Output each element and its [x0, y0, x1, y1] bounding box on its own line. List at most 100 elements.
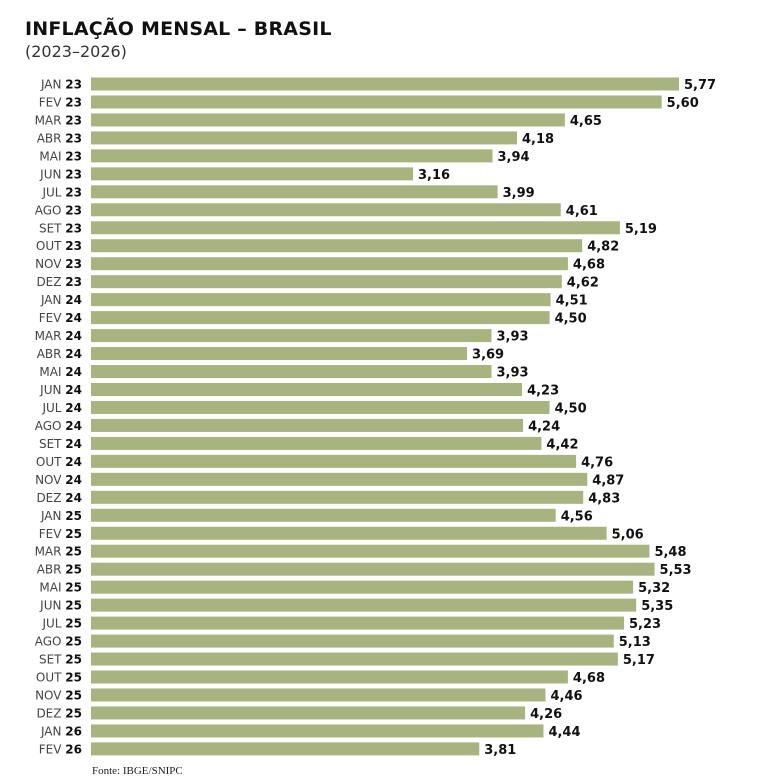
category-month: JUN [39, 383, 65, 397]
category-year: 23 [65, 167, 82, 181]
bar-row: FEV 24 4,50 [39, 311, 587, 327]
category-label: JAN 23 [40, 78, 82, 92]
value-label: 4,56 [561, 509, 593, 524]
category-year: 25 [65, 599, 82, 613]
bar-row: NOV 23 4,68 [35, 257, 605, 273]
value-label: 5,32 [638, 581, 670, 596]
bar [91, 670, 568, 684]
category-label: NOV 24 [35, 473, 82, 487]
bar-row: ABR 25 5,53 [37, 562, 692, 578]
category-month: JAN [40, 724, 65, 738]
category-label: NOV 25 [35, 688, 82, 702]
category-label: ABR 23 [37, 131, 82, 145]
category-month: DEZ [36, 706, 65, 720]
bar-row: JAN 26 4,44 [40, 724, 581, 740]
category-month: NOV [35, 257, 65, 271]
bar [91, 293, 551, 307]
bar [91, 454, 577, 468]
category-year: 23 [65, 113, 82, 127]
bar [91, 365, 492, 379]
bar [91, 347, 468, 361]
category-label: MAR 23 [35, 113, 82, 127]
category-label: JAN 25 [40, 509, 82, 523]
category-label: OUT 24 [36, 455, 82, 469]
value-label: 4,61 [566, 204, 598, 219]
bar [91, 185, 498, 199]
category-year: 24 [65, 383, 82, 397]
value-label: 4,42 [546, 437, 578, 452]
category-month: JUL [41, 617, 65, 631]
category-year: 24 [65, 401, 82, 415]
category-month: ABR [37, 131, 66, 145]
bar [91, 508, 556, 522]
category-year: 24 [65, 293, 82, 307]
category-year: 24 [65, 347, 82, 361]
bar [91, 203, 561, 217]
category-label: AGO 24 [35, 419, 82, 433]
value-label: 4,51 [556, 294, 588, 309]
value-label: 4,83 [588, 491, 620, 506]
bar [91, 113, 565, 127]
category-label: FEV 24 [39, 311, 82, 325]
value-label: 4,65 [570, 114, 602, 129]
bar-row: JAN 25 4,56 [40, 508, 593, 524]
category-label: ABR 24 [37, 347, 82, 361]
bar-row: MAR 23 4,65 [35, 113, 602, 129]
category-month: JUL [41, 185, 65, 199]
category-year: 23 [65, 185, 82, 199]
bar [91, 634, 614, 648]
value-label: 4,50 [555, 401, 587, 416]
category-month: DEZ [36, 275, 65, 289]
bar-row: AGO 25 5,13 [35, 634, 651, 650]
category-year: 24 [65, 419, 82, 433]
category-month: OUT [36, 455, 65, 469]
category-year: 26 [65, 742, 82, 756]
category-year: 23 [65, 221, 82, 235]
value-label: 3,93 [496, 330, 528, 345]
category-year: 25 [65, 545, 82, 559]
category-year: 25 [65, 617, 82, 631]
category-label: JUN 24 [39, 383, 82, 397]
bar [91, 742, 480, 756]
bar-row: MAI 24 3,93 [39, 365, 529, 381]
category-label: NOV 23 [35, 257, 82, 271]
bar [91, 77, 679, 91]
category-label: MAR 24 [35, 329, 82, 343]
category-month: FEV [39, 95, 66, 109]
category-month: JUN [39, 599, 65, 613]
value-label: 4,87 [592, 473, 624, 488]
value-label: 3,16 [418, 168, 450, 183]
category-month: DEZ [36, 491, 65, 505]
bar [91, 149, 493, 163]
bar-row: SET 25 5,17 [39, 652, 655, 668]
category-year: 23 [65, 203, 82, 217]
value-label: 5,60 [667, 96, 699, 111]
bar [91, 239, 583, 253]
category-year: 23 [65, 78, 82, 92]
category-month: FEV [39, 527, 66, 541]
bar-row: OUT 25 4,68 [36, 670, 605, 686]
category-month: JAN [40, 78, 65, 92]
bar [91, 688, 546, 702]
bar-row: JUL 24 4,50 [41, 400, 587, 416]
value-label: 5,06 [612, 527, 644, 542]
value-label: 4,24 [528, 419, 560, 434]
bar [91, 311, 550, 325]
bar-row: FEV 26 3,81 [39, 742, 516, 758]
category-month: MAI [39, 149, 65, 163]
category-label: OUT 23 [36, 239, 82, 253]
category-label: SET 24 [39, 437, 82, 451]
value-label: 3,94 [498, 150, 530, 165]
chart-title: INFLAÇÃO MENSAL – BRASIL [25, 18, 332, 40]
category-year: 24 [65, 329, 82, 343]
category-label: FEV 26 [39, 742, 82, 756]
category-month: FEV [39, 742, 66, 756]
value-label: 3,69 [472, 348, 504, 363]
bar-row: DEZ 24 4,83 [36, 490, 620, 506]
bar-row: ABR 24 3,69 [37, 347, 504, 363]
category-year: 25 [65, 635, 82, 649]
value-label: 4,76 [581, 455, 613, 470]
bar-row: MAR 25 5,48 [35, 544, 687, 560]
category-label: JUN 23 [39, 167, 82, 181]
